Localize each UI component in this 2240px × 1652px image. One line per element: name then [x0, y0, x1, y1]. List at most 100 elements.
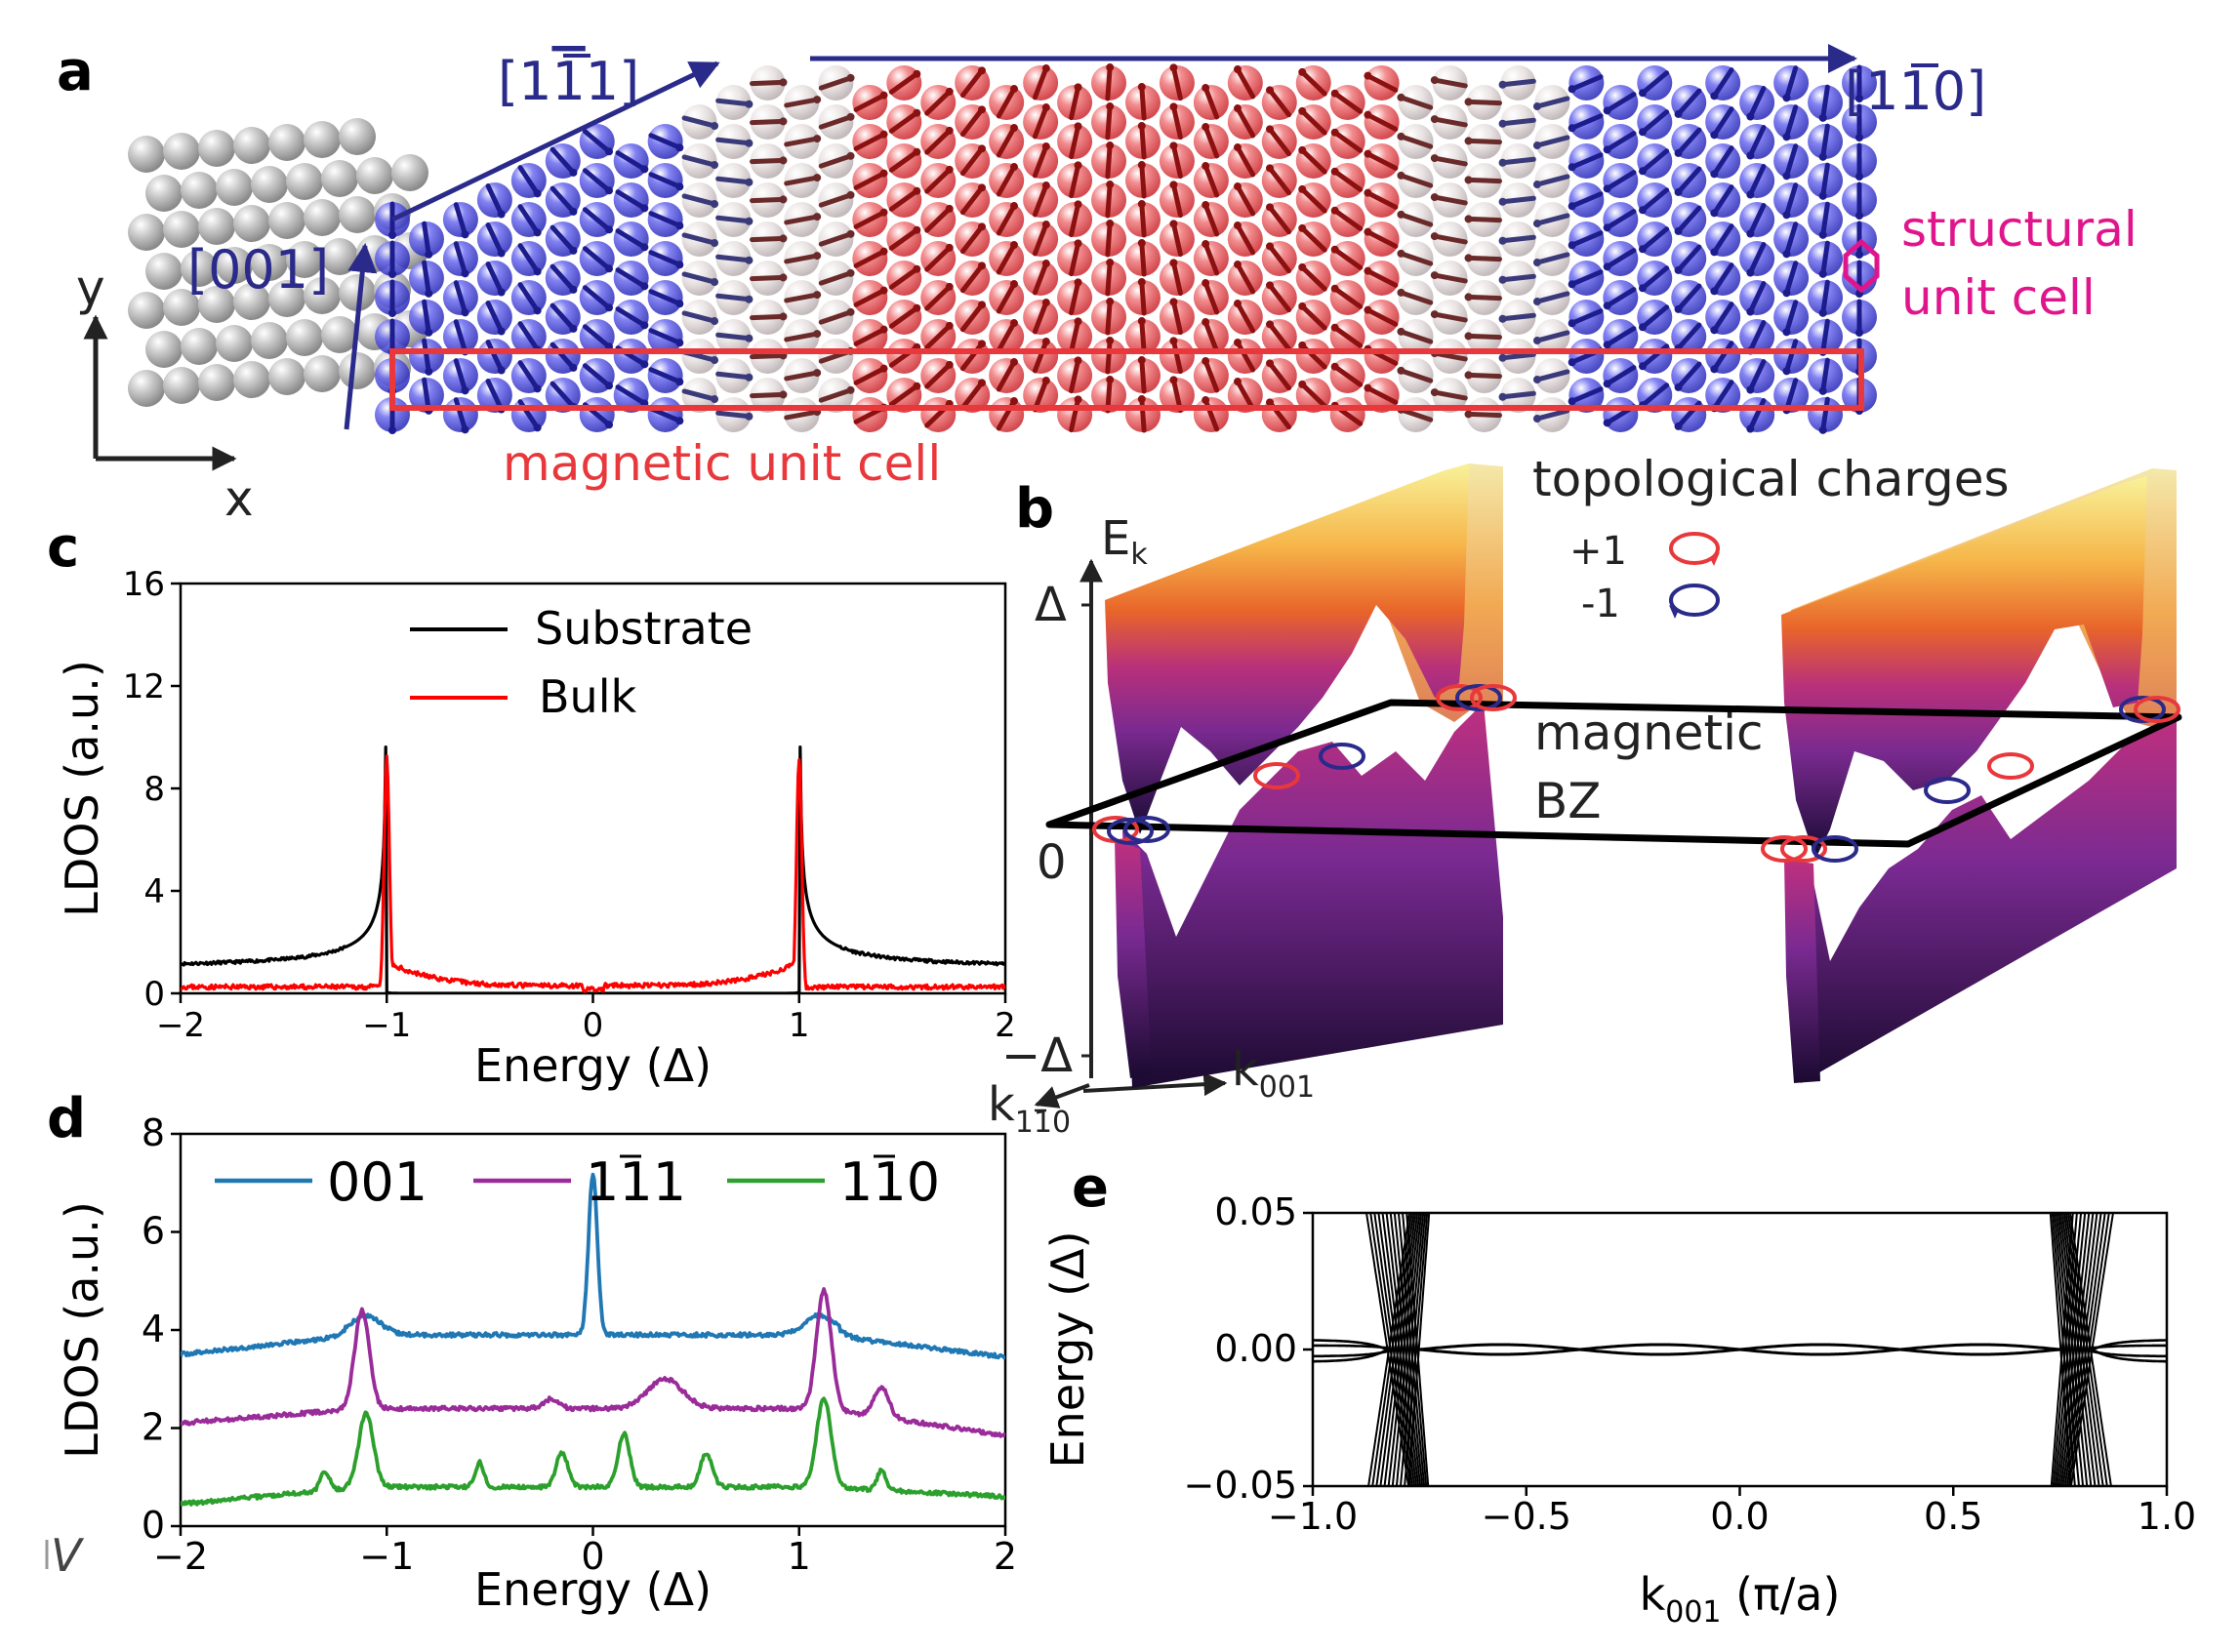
spin-arrow: [681, 154, 717, 168]
spin-arrow: [1820, 201, 1830, 238]
spin-arrowhead: [1430, 388, 1439, 397]
spin-arrowhead: [1106, 337, 1115, 345]
d-y-tick-label: 8: [142, 1111, 165, 1154]
legend-label-1: 111: [586, 1151, 686, 1213]
c-y-tick-label: 0: [143, 975, 165, 1014]
spin-arrowhead: [605, 186, 614, 195]
spin-arrowhead: [1169, 63, 1178, 72]
spin-arrowhead: [977, 66, 986, 75]
spin-arrow: [1299, 264, 1327, 292]
spin-arrowhead: [1498, 158, 1507, 167]
spin-arrow: [996, 242, 1017, 275]
spin-arrowhead: [1818, 152, 1827, 161]
spin-arrowhead: [846, 268, 855, 277]
bulk-band: [2057, 1213, 2089, 1486]
panel-label-d: d: [47, 1087, 86, 1150]
spin-arrowhead: [977, 379, 986, 387]
spin-arrow: [1432, 233, 1468, 245]
spin-arrow: [1364, 268, 1399, 288]
spin-arrowhead: [605, 382, 614, 390]
c-y-tick-label: 16: [123, 565, 165, 604]
spin-arrow: [715, 410, 752, 420]
spin-arrowhead: [1638, 323, 1647, 332]
spin-arrowhead: [1074, 161, 1082, 170]
spin-arrowhead: [1266, 320, 1275, 329]
spin-arrowhead: [913, 382, 921, 390]
spin-arrow: [959, 184, 985, 216]
spin-arrow: [784, 253, 820, 264]
spin-arrowhead: [388, 309, 396, 317]
spin-arrowhead: [1201, 357, 1210, 366]
spin-arrow: [453, 397, 468, 432]
spin-arrow: [853, 210, 887, 229]
panel-b: b Ek Δ 0 −Δ k001 k110 topological: [988, 451, 2182, 1140]
spin-arrow: [1711, 380, 1734, 411]
magnetic-lattice: [375, 63, 1877, 434]
spin-arrow: [1676, 244, 1702, 273]
spin-arrow: [1605, 248, 1637, 269]
spin-arrowhead: [1266, 359, 1275, 368]
spin-arrow: [422, 221, 431, 258]
spin-arrowhead: [1638, 89, 1647, 98]
spin-arrow: [1398, 368, 1434, 383]
spin-arrow: [1747, 164, 1767, 197]
substrate-atom: [145, 331, 183, 368]
spin-arrow: [1605, 287, 1637, 308]
spin-arrow: [1170, 260, 1183, 297]
spin-arrowhead: [1603, 419, 1611, 427]
spin-arrow: [1398, 329, 1434, 344]
spin-arrow: [1605, 170, 1637, 191]
spin-arrowhead: [1674, 304, 1683, 313]
spin-arrow: [1235, 340, 1256, 373]
magnetic-unit-cell-box: [389, 348, 1864, 411]
spin-arrowhead: [1169, 259, 1178, 267]
e-x-tick-label: −0.5: [1482, 1495, 1571, 1538]
spin-arrowhead: [1137, 395, 1146, 404]
spin-arrowhead: [425, 328, 433, 337]
spin-arrow: [1332, 91, 1364, 114]
spin-arrow: [1676, 88, 1702, 117]
spin-arrow: [615, 306, 647, 328]
substrate-atom: [128, 370, 165, 407]
spin-arrowhead: [1169, 220, 1178, 228]
bulk-band: [1371, 1213, 1413, 1486]
spin-arrowhead: [569, 168, 578, 177]
spin-arrowhead: [1498, 119, 1507, 128]
spin-arrow: [1534, 291, 1570, 304]
spin-arrow: [1139, 318, 1147, 355]
spin-arrowhead: [1234, 104, 1242, 113]
spin-arrowhead: [779, 78, 788, 87]
spin-arrow: [485, 379, 505, 412]
bulk-band: [1381, 1213, 1418, 1486]
spin-arrow: [1820, 318, 1830, 355]
spin-arrow: [1398, 134, 1434, 149]
spin-arrowhead: [813, 135, 822, 143]
spin-arrowhead: [1674, 422, 1683, 430]
d-y-tick-label: 4: [142, 1308, 165, 1350]
spin-arrow: [888, 110, 919, 134]
spin-arrowhead: [1298, 67, 1307, 76]
spin-arrow: [517, 321, 541, 352]
spin-arrowhead: [1464, 254, 1473, 262]
e-ylabel: Energy (Δ): [1041, 1230, 1094, 1468]
substrate-atom: [233, 283, 270, 320]
spin-arrow: [1640, 383, 1670, 408]
spin-arrow: [715, 332, 752, 342]
spin-arrow: [453, 280, 468, 315]
spin-arrow: [1783, 300, 1799, 335]
bulk-band: [2056, 1213, 2087, 1486]
spin-arrowhead: [1106, 220, 1115, 228]
spin-arrow: [615, 267, 647, 289]
spin-arrowhead: [1266, 203, 1275, 212]
d-xlabel: Energy (Δ): [474, 1563, 712, 1616]
spin-arrow: [1105, 338, 1113, 375]
spin-arrow: [1466, 372, 1503, 380]
c-x-tick-label: 1: [789, 1006, 810, 1045]
spin-arrow: [1032, 182, 1049, 218]
series-substrate: [181, 745, 1005, 993]
spin-arrowhead: [1137, 356, 1146, 365]
spin-arrow: [1332, 286, 1364, 309]
spin-arrowhead: [846, 73, 855, 82]
spin-arrowhead: [640, 321, 649, 330]
